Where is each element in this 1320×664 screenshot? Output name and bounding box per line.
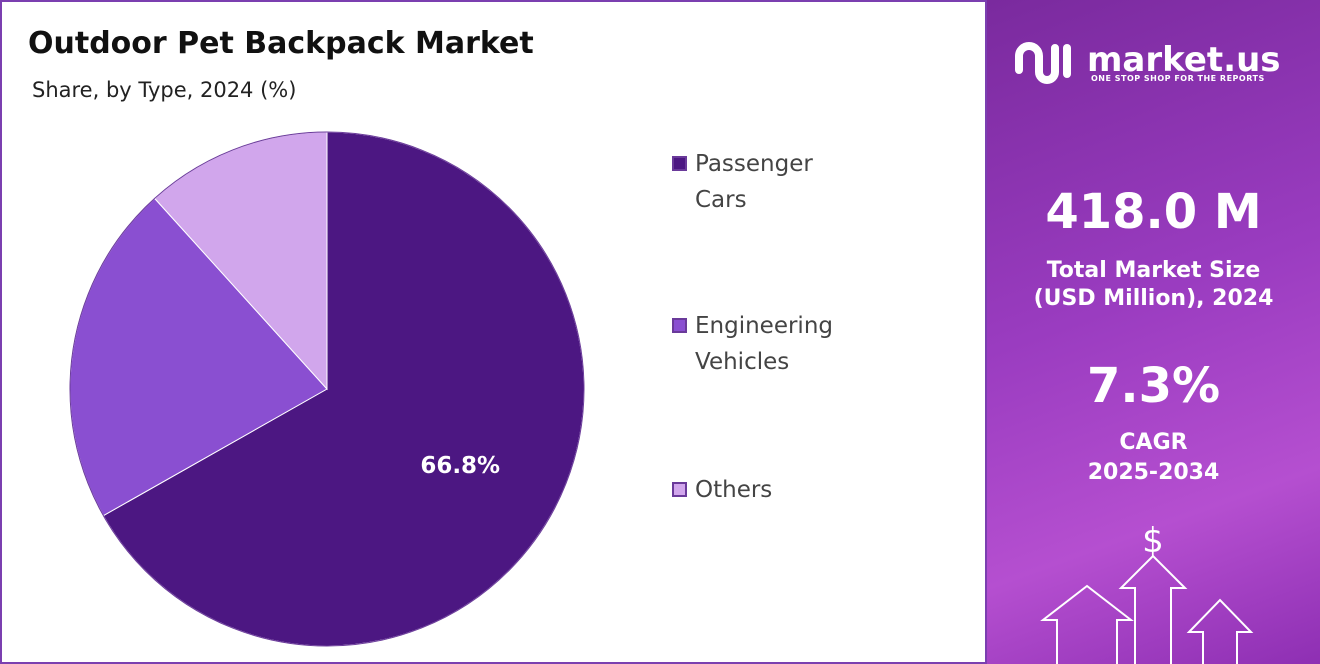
legend-swatch xyxy=(672,318,687,333)
data-label: 66.8% xyxy=(420,453,500,479)
cagr-label: CAGR xyxy=(1119,430,1188,455)
chart-title: Outdoor Pet Backpack Market xyxy=(28,26,534,61)
pie-outline xyxy=(69,131,585,647)
legend-item: Passenger Cars xyxy=(672,146,902,218)
legend-item: Others xyxy=(672,472,902,508)
cagr-period: 2025-2034 xyxy=(1087,460,1220,485)
chart-subtitle: Share, by Type, 2024 (%) xyxy=(32,78,297,102)
brand-name: market.us xyxy=(1087,40,1281,80)
legend-label: Engineering Vehicles xyxy=(695,313,833,375)
pie-chart: 66.8% xyxy=(69,131,585,647)
market-size-label: (USD Million), 2024 xyxy=(1033,286,1274,311)
brand-tagline: ONE STOP SHOP FOR THE REPORTS xyxy=(1091,74,1265,83)
dollar-icon: $ xyxy=(1142,521,1164,561)
legend-swatch xyxy=(672,156,687,171)
legend-label: Passenger Cars xyxy=(695,151,813,213)
panel-decoration: $ xyxy=(1015,42,1254,664)
info-panel: $ market.us ONE STOP SHOP FOR THE REPORT… xyxy=(987,0,1320,664)
legend-item: Engineering Vehicles xyxy=(672,308,902,380)
growth-arrows xyxy=(1040,554,1254,664)
cagr-value: 7.3% xyxy=(1086,358,1221,414)
legend-label: Others xyxy=(695,477,773,503)
market-size-label: Total Market Size xyxy=(1046,258,1261,283)
market-size: 418.0 M xyxy=(1045,184,1262,240)
brand-logo xyxy=(1015,42,1071,84)
legend-swatch xyxy=(672,482,687,497)
chart-area: Outdoor Pet Backpack Market Share, by Ty… xyxy=(0,0,987,664)
